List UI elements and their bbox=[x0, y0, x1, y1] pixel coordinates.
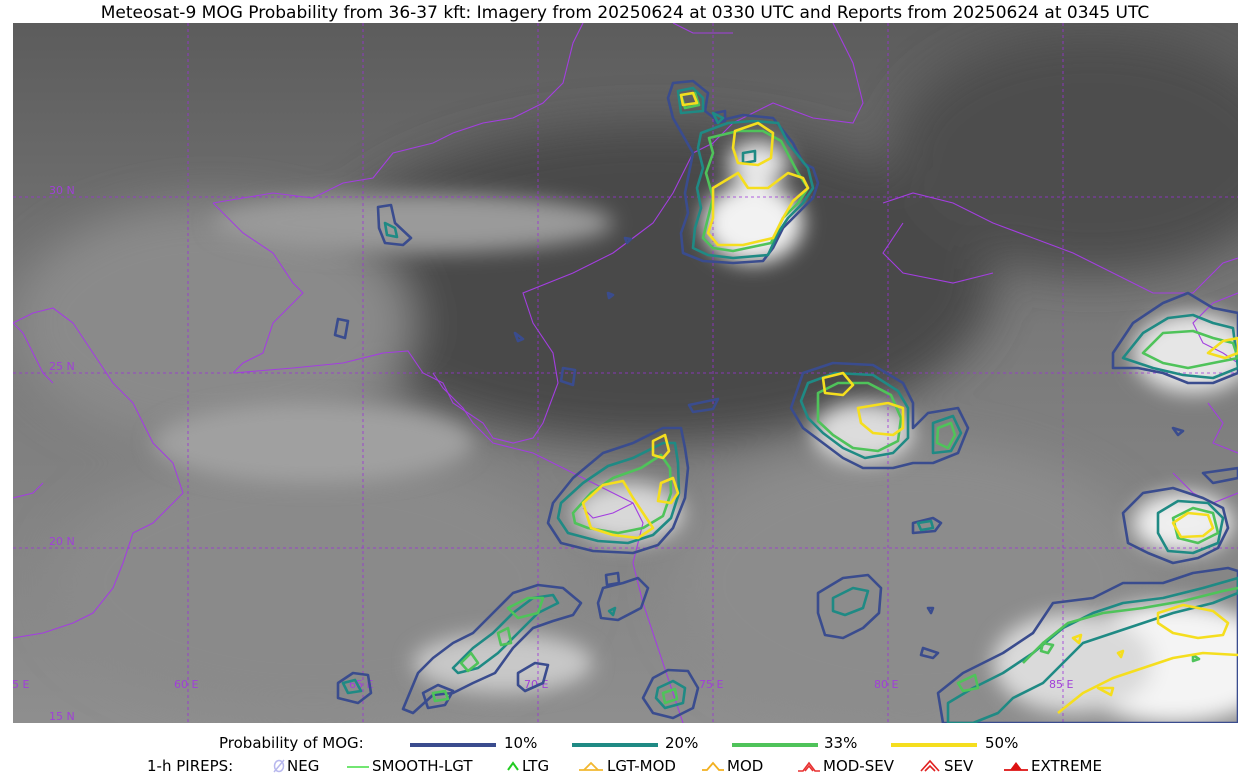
probability-legend-label: Probability of MOG: bbox=[219, 734, 364, 752]
contours-50-percent bbox=[581, 91, 1238, 715]
mod-icon bbox=[702, 761, 724, 771]
pirep-label-mod: MOD bbox=[727, 757, 764, 775]
extreme-icon bbox=[1004, 762, 1028, 771]
contours-33-percent bbox=[431, 91, 1238, 705]
lgt-mod-icon bbox=[579, 761, 603, 771]
legend-label-10-percent: 10% bbox=[504, 734, 538, 752]
pirep-label-lgt-mod: LGT-MOD bbox=[607, 757, 676, 775]
pirep-label-smooth-lgt: SMOOTH-LGT bbox=[372, 757, 473, 775]
lon-label: 60 E bbox=[174, 678, 198, 691]
lon-label: 80 E bbox=[874, 678, 898, 691]
neg-icon bbox=[273, 759, 285, 773]
pirep-label-mod-sev: MOD-SEV bbox=[823, 757, 894, 775]
legend-line-50-percent bbox=[891, 743, 977, 747]
lat-lon-grid bbox=[13, 23, 1238, 723]
pireps-legend-label: 1-h PIREPS: bbox=[147, 757, 234, 775]
legend-line-33-percent bbox=[732, 743, 818, 747]
probability-legend: Probability of MOG: 10% 20% 33% 50% bbox=[0, 734, 1250, 754]
legend-label-20-percent: 20% bbox=[665, 734, 699, 752]
lon-label: 55 E bbox=[13, 678, 29, 691]
mog-contours bbox=[333, 79, 1238, 723]
lat-label: 15 N bbox=[49, 710, 75, 723]
legend-label-33-percent: 33% bbox=[824, 734, 858, 752]
lon-label: 75 E bbox=[699, 678, 723, 691]
legend-line-10-percent bbox=[410, 743, 496, 747]
smooth-lgt-icon bbox=[347, 766, 369, 768]
satellite-map: 55 E 60 E 65 E 70 E 75 E 80 E 85 E 30 N … bbox=[13, 23, 1238, 723]
sev-icon bbox=[920, 759, 940, 772]
map-title: Meteosat-9 MOG Probability from 36-37 kf… bbox=[100, 3, 1150, 23]
pirep-label-extreme: EXTREME bbox=[1031, 757, 1102, 775]
pireps-legend: 1-h PIREPS: NEG SMOOTH-LGT LTG LGT-MOD M… bbox=[0, 757, 1250, 777]
satellite-map-canvas: 55 E 60 E 65 E 70 E 75 E 80 E 85 E 30 N … bbox=[13, 23, 1238, 723]
legend-label-50-percent: 50% bbox=[985, 734, 1019, 752]
lon-label: 85 E bbox=[1049, 678, 1073, 691]
mod-sev-icon bbox=[798, 761, 820, 772]
lat-label: 25 N bbox=[49, 360, 75, 373]
pirep-label-ltg: LTG bbox=[522, 757, 550, 775]
pirep-label-sev: SEV bbox=[944, 757, 974, 775]
pirep-label-neg: NEG bbox=[287, 757, 320, 775]
lat-label: 20 N bbox=[49, 535, 75, 548]
contours-10-percent bbox=[333, 79, 1238, 723]
lat-label: 30 N bbox=[49, 184, 75, 197]
legend-line-20-percent bbox=[572, 743, 658, 747]
country-borders bbox=[13, 23, 1238, 723]
ltg-icon bbox=[507, 761, 519, 771]
